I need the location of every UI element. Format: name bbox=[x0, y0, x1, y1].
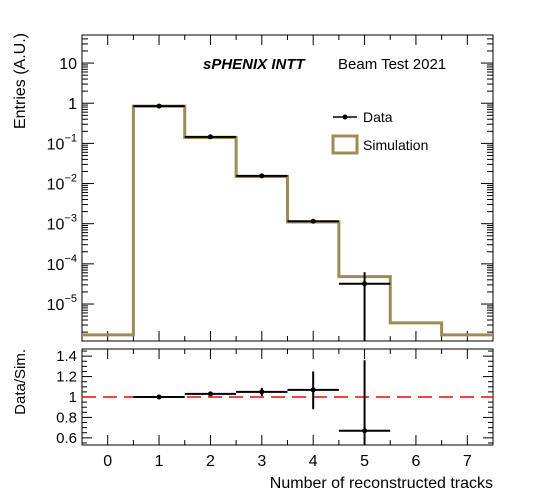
main-y-tick-label: 1 bbox=[68, 96, 77, 113]
data-point bbox=[207, 134, 213, 140]
main-y-tick-label: 10−4 bbox=[47, 253, 77, 274]
x-tick-label: 3 bbox=[257, 453, 266, 470]
main-axis-ticks: 10 1 10−1 10−2 10−3 10−4 10−5 bbox=[47, 34, 494, 341]
ratio-point bbox=[207, 391, 213, 397]
main-y-tick-label: 10−2 bbox=[47, 173, 77, 194]
data-point bbox=[156, 103, 162, 109]
main-y-tick-label: 10−5 bbox=[47, 293, 77, 314]
ratio-y-tick-label: 1 bbox=[69, 389, 77, 406]
x-tick-label: 6 bbox=[411, 453, 420, 470]
data-point bbox=[259, 173, 265, 179]
ratio-y-tick-label: 0.6 bbox=[56, 430, 77, 447]
legend-data-marker bbox=[342, 114, 348, 120]
x-tick-label: 0 bbox=[103, 453, 112, 470]
x-tick-label: 1 bbox=[155, 453, 164, 470]
legend-simulation-swatch bbox=[331, 134, 359, 155]
ratio-point bbox=[362, 428, 368, 434]
x-tick-label: 5 bbox=[360, 453, 369, 470]
chart-title-text: Beam Test 2021 bbox=[338, 56, 446, 73]
x-tick-label: 4 bbox=[309, 453, 318, 470]
main-y-axis-label: Entries (A.U.) bbox=[12, 33, 29, 129]
chart-title-bold: sPHENIX INTT bbox=[203, 56, 307, 73]
ratio-point bbox=[259, 389, 265, 395]
data-point bbox=[362, 281, 368, 287]
ratio-plot-marks bbox=[82, 360, 493, 445]
ratio-y-tick-label: 1.4 bbox=[56, 348, 77, 365]
x-tick-label: 7 bbox=[463, 453, 472, 470]
data-point bbox=[310, 218, 316, 224]
main-plot-marks bbox=[82, 103, 493, 341]
legend: Data Simulation bbox=[331, 109, 428, 155]
main-y-tick-label: 10 bbox=[59, 56, 77, 73]
main-y-tick-label: 10−3 bbox=[47, 213, 77, 234]
main-y-tick-label: 10−1 bbox=[47, 132, 77, 153]
ratio-y-tick-label: 1.2 bbox=[56, 369, 77, 386]
x-axis-label: Number of reconstructed tracks bbox=[270, 475, 493, 492]
x-tick-label: 2 bbox=[206, 453, 215, 470]
legend-data-label: Data bbox=[363, 109, 393, 125]
ratio-axis-ticks: 0 1 2 3 4 5 6 7 1.4 1.2 1 0.8 0.6 bbox=[56, 348, 494, 470]
ratio-point bbox=[310, 387, 316, 393]
legend-simulation-label: Simulation bbox=[363, 137, 428, 153]
ratio-point bbox=[156, 394, 162, 400]
ratio-y-tick-label: 0.8 bbox=[56, 409, 77, 426]
ratio-y-axis-label: Data/Sim. bbox=[12, 349, 29, 415]
